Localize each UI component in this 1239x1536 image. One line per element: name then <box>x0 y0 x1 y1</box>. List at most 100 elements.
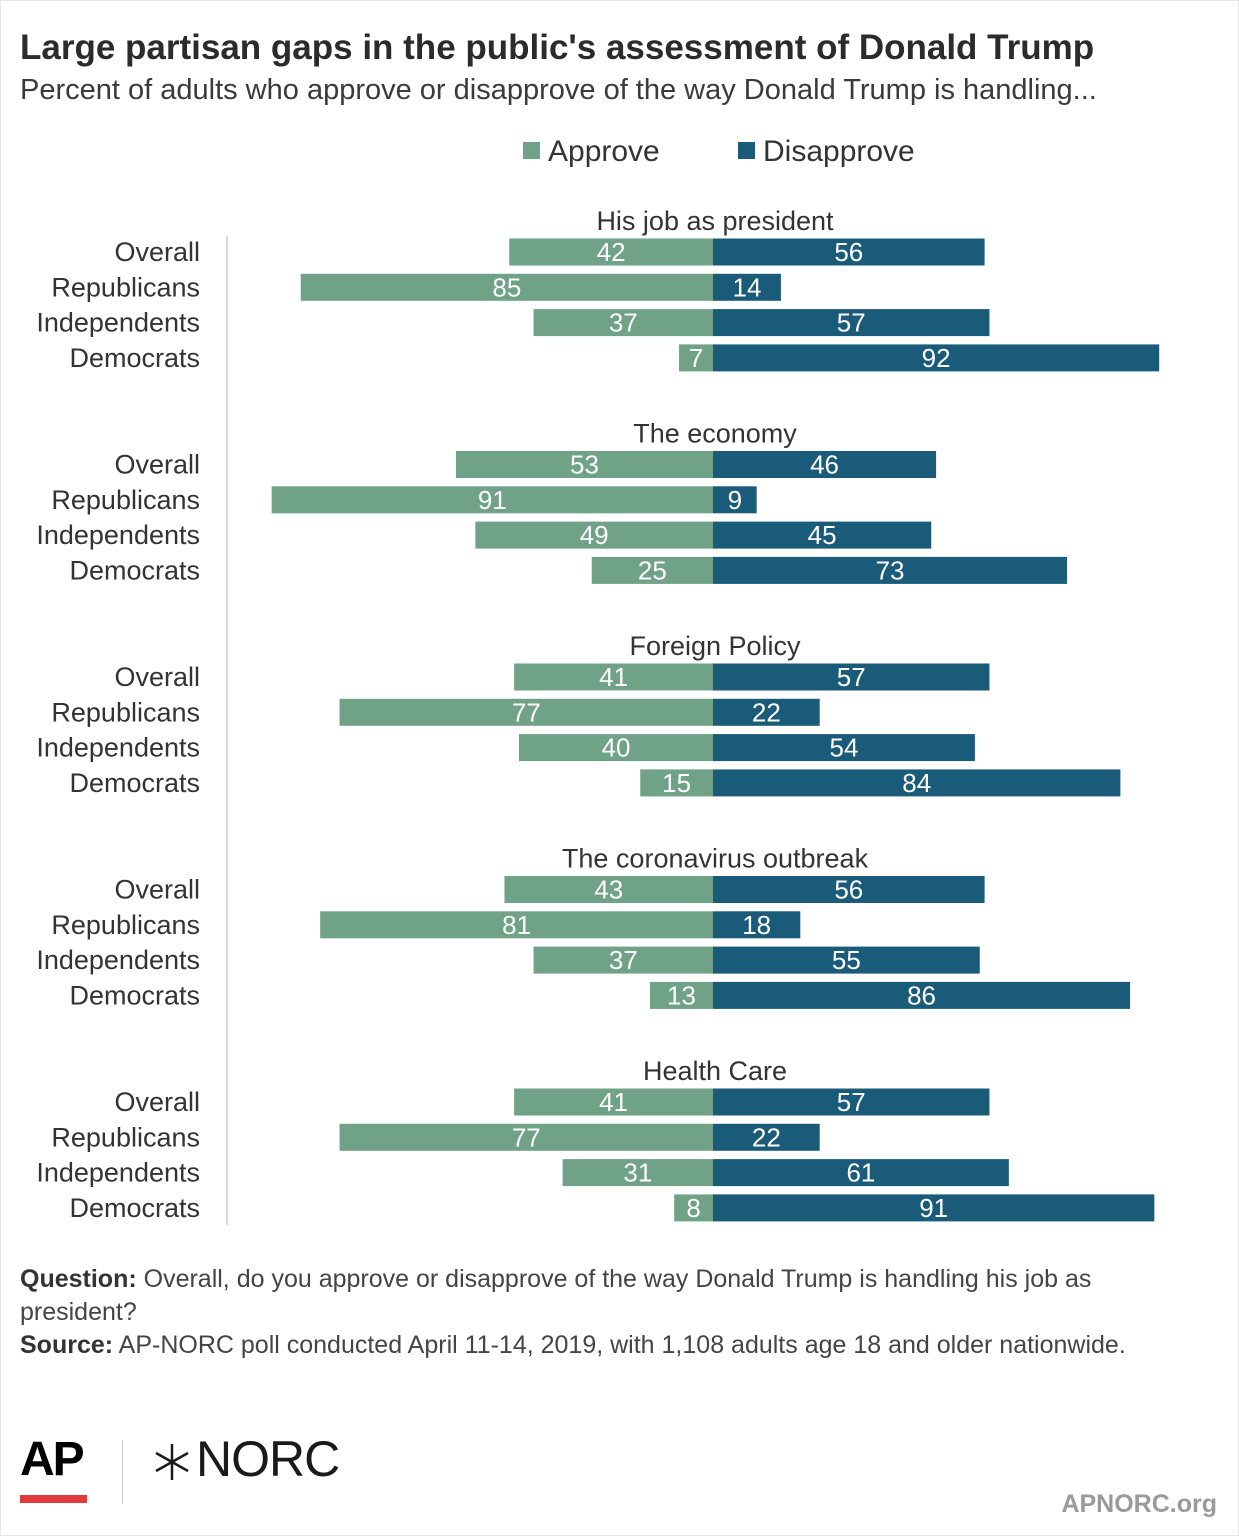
category-label: Overall <box>114 237 200 267</box>
disapprove-bar <box>713 1123 820 1151</box>
approve-value-label: 49 <box>580 520 609 550</box>
approve-bar <box>509 238 713 266</box>
site-url: APNORC.org <box>1061 1490 1217 1518</box>
disapprove-value-label: 22 <box>752 1122 781 1152</box>
disapprove-bar <box>713 273 781 301</box>
disapprove-value-label: 84 <box>902 768 931 798</box>
norc-star-icon <box>155 1444 189 1480</box>
disapprove-value-label: 9 <box>728 485 742 515</box>
disapprove-bar <box>713 521 932 549</box>
diverging-bar-chart: His job as president Overall 42 56 Republica… <box>36 206 1160 1225</box>
approve-bar <box>649 981 713 1009</box>
approve-bar <box>533 946 713 974</box>
disapprove-value-label: 57 <box>837 1087 866 1117</box>
disapprove-bar <box>713 309 990 337</box>
category-label: Independents <box>36 733 200 763</box>
category-label: Independents <box>36 520 200 550</box>
norc-logo: NORC <box>196 1431 340 1487</box>
disapprove-value-label: 92 <box>922 343 951 373</box>
legend-disapprove-swatch <box>738 141 755 159</box>
disapprove-value-label: 57 <box>837 308 866 338</box>
category-label: Republicans <box>51 1122 200 1152</box>
approve-value-label: 7 <box>689 343 703 373</box>
category-label: Independents <box>36 308 200 338</box>
approve-bar <box>679 344 713 372</box>
approve-bar <box>533 309 713 337</box>
disapprove-value-label: 45 <box>808 520 837 550</box>
approve-bar <box>455 451 713 478</box>
source-note: Source: AP-NORC poll conducted April 11-… <box>20 1329 1215 1362</box>
disapprove-bar <box>713 556 1068 584</box>
approve-bar <box>674 1194 713 1222</box>
approve-bar <box>320 911 713 939</box>
legend-approve: Approve <box>523 135 660 169</box>
approve-value-label: 77 <box>512 697 541 727</box>
disapprove-bar <box>713 876 985 903</box>
disapprove-value-label: 14 <box>732 272 761 302</box>
question-note: Question: Overall, do you approve or dis… <box>20 1263 1215 1329</box>
panel-title: His job as president <box>596 206 834 236</box>
category-label: Independents <box>36 1158 200 1188</box>
disapprove-bar <box>713 911 801 939</box>
approve-value-label: 42 <box>597 237 626 267</box>
category-label: Overall <box>114 875 200 905</box>
approve-bar <box>514 1088 713 1116</box>
approve-bar <box>519 734 713 762</box>
approve-value-label: 85 <box>492 272 521 302</box>
category-label: Republicans <box>51 272 200 302</box>
category-label: Overall <box>114 450 200 480</box>
approve-value-label: 43 <box>594 875 623 905</box>
disapprove-bar <box>713 238 985 266</box>
disapprove-bar <box>713 451 937 478</box>
category-label: Republicans <box>51 910 200 940</box>
disapprove-value-label: 61 <box>846 1158 875 1188</box>
disapprove-bar <box>713 1159 1009 1187</box>
panel-title: Foreign Policy <box>629 631 801 661</box>
disapprove-value-label: 57 <box>837 662 866 692</box>
category-label: Overall <box>114 1087 200 1117</box>
approve-value-label: 31 <box>623 1158 652 1188</box>
chart-title: Large partisan gaps in the public's asse… <box>20 28 1095 67</box>
approve-value-label: 41 <box>599 662 628 692</box>
approve-value-label: 37 <box>609 308 638 338</box>
legend-approve-label: Approve <box>548 135 660 168</box>
disapprove-value-label: 86 <box>907 980 936 1010</box>
approve-bar <box>300 273 713 301</box>
approve-bar <box>271 486 713 514</box>
panel-title: The economy <box>633 419 797 449</box>
category-label: Overall <box>114 662 200 692</box>
disapprove-bar <box>713 769 1121 797</box>
ap-logo-underline <box>20 1495 87 1503</box>
question-text: Overall, do you approve or disapprove of… <box>20 1265 1092 1326</box>
source-text: AP-NORC poll conducted April 11-14, 2019… <box>113 1331 1126 1359</box>
question-label: Question: <box>20 1265 137 1293</box>
approve-value-label: 13 <box>667 980 696 1010</box>
approve-bar <box>475 521 713 549</box>
disapprove-value-label: 73 <box>876 555 905 585</box>
panel-title: Health Care <box>643 1056 787 1086</box>
disapprove-bar <box>713 981 1131 1009</box>
category-label: Republicans <box>51 697 200 727</box>
approve-bar <box>514 663 713 691</box>
disapprove-bar <box>713 734 975 762</box>
approve-value-label: 25 <box>638 555 667 585</box>
approve-value-label: 8 <box>686 1193 700 1223</box>
disapprove-value-label: 54 <box>829 733 858 763</box>
category-label: Democrats <box>69 1193 200 1223</box>
approve-bar <box>640 769 713 797</box>
approve-value-label: 41 <box>599 1087 628 1117</box>
approve-value-label: 37 <box>609 945 638 975</box>
disapprove-bar <box>713 946 980 974</box>
panel-title: The coronavirus outbreak <box>562 844 869 874</box>
source-label: Source: <box>20 1331 114 1359</box>
legend-approve-swatch <box>523 141 540 159</box>
approve-bar <box>562 1159 713 1187</box>
logo-divider <box>122 1440 123 1504</box>
disapprove-value-label: 22 <box>752 697 781 727</box>
legend-disapprove-label: Disapprove <box>763 135 915 168</box>
approve-bar <box>591 556 713 584</box>
approve-bar <box>339 698 713 726</box>
chart-subtitle: Percent of adults who approve or disappr… <box>20 74 1097 106</box>
category-label: Republicans <box>51 485 200 515</box>
category-label: Democrats <box>69 980 200 1010</box>
